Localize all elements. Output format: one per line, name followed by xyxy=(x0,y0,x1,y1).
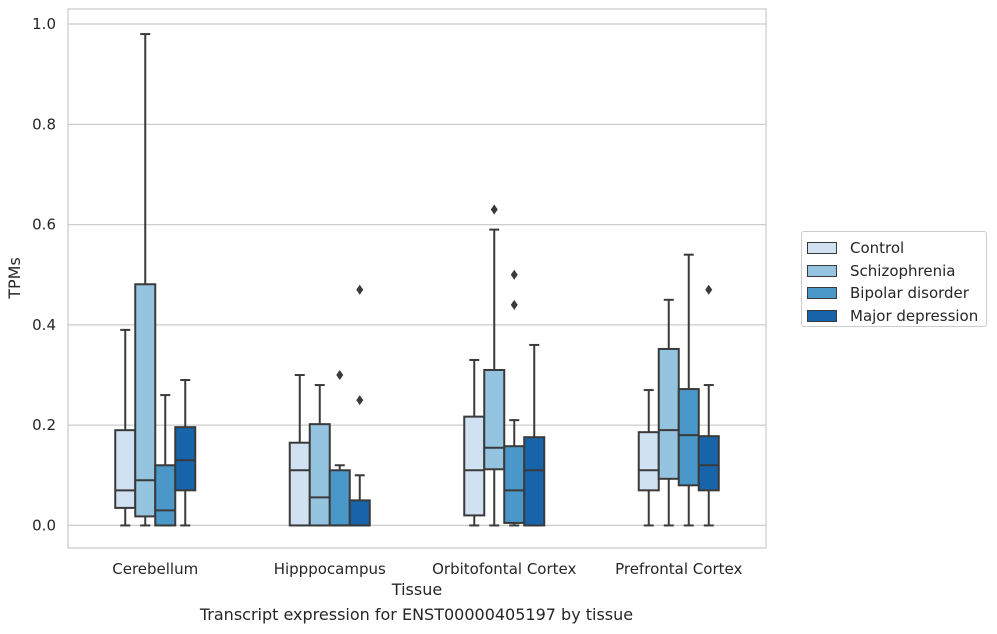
x-tick-label-prefrontal-cortex: Prefrontal Cortex xyxy=(615,560,742,578)
legend-item-control: Control xyxy=(807,237,986,260)
legend-swatch-major-depression xyxy=(807,309,837,322)
legend: Control Schizophrenia Bipolar disorder M… xyxy=(801,231,987,327)
box-control-cerebellum xyxy=(114,328,137,527)
iqr-box xyxy=(114,429,137,509)
y-axis-label: TPMs xyxy=(5,257,24,300)
y-tick-label: 0.4 xyxy=(32,316,56,334)
legend-swatch-control xyxy=(807,242,837,255)
y-tick-label: 0.6 xyxy=(32,216,56,234)
box-groups xyxy=(114,33,720,527)
outlier-point xyxy=(356,284,364,295)
iqr-box xyxy=(657,347,680,480)
y-tick-label: 1.0 xyxy=(32,15,56,33)
legend-label-control: Control xyxy=(850,239,905,258)
iqr-box xyxy=(523,436,546,527)
iqr-box xyxy=(154,464,177,527)
iqr-box xyxy=(134,283,157,518)
legend-item-major-depression: Major depression xyxy=(807,305,986,328)
box-bipolar-disorder-hipppocampus xyxy=(328,370,351,527)
legend-label-bipolar-disorder: Bipolar disorder xyxy=(850,284,969,303)
iqr-box xyxy=(697,435,720,492)
box-schizophrenia-prefrontal-cortex xyxy=(657,298,680,527)
outlier-point xyxy=(356,395,364,406)
box-major-depression-prefrontal-cortex xyxy=(697,284,720,527)
iqr-box xyxy=(677,388,700,487)
legend-item-bipolar-disorder: Bipolar disorder xyxy=(807,282,986,305)
legend-item-schizophrenia: Schizophrenia xyxy=(807,260,986,283)
legend-label-major-depression: Major depression xyxy=(850,306,979,325)
chart-caption: Transcript expression for ENST0000040519… xyxy=(199,605,634,624)
x-tick-labels: Cerebellum Hipppocampus Orbitofontal Corte… xyxy=(112,560,742,578)
box-schizophrenia-hipppocampus xyxy=(308,384,331,527)
iqr-box xyxy=(463,415,486,517)
iqr-box xyxy=(637,431,660,492)
y-tick-label: 0.0 xyxy=(32,516,56,534)
x-tick-label-cerebellum: Cerebellum xyxy=(112,560,198,578)
legend-swatch-schizophrenia xyxy=(807,264,837,277)
legend-label-schizophrenia: Schizophrenia xyxy=(850,261,956,280)
box-schizophrenia-orbitofontal-cortex xyxy=(483,204,506,527)
box-major-depression-cerebellum xyxy=(174,379,197,527)
outlier-point xyxy=(490,204,498,215)
box-bipolar-disorder-cerebellum xyxy=(154,394,177,527)
outlier-point xyxy=(336,370,344,381)
outlier-point xyxy=(510,269,518,280)
x-axis-label: Tissue xyxy=(391,580,442,599)
y-tick-labels: 0.0 0.2 0.4 0.6 0.8 1.0 xyxy=(32,15,56,534)
iqr-box xyxy=(328,469,351,527)
iqr-box xyxy=(503,445,526,524)
iqr-box xyxy=(174,426,197,492)
box-control-hipppocampus xyxy=(288,374,311,527)
outlier-point xyxy=(510,299,518,310)
iqr-box xyxy=(483,369,506,471)
plot-frame xyxy=(67,8,767,549)
box-schizophrenia-cerebellum xyxy=(134,33,157,527)
x-tick-label-orbitofontal-cortex: Orbitofontal Cortex xyxy=(432,560,576,578)
box-major-depression-orbitofontal-cortex xyxy=(523,343,546,527)
legend-swatch-bipolar-disorder xyxy=(807,287,837,300)
iqr-box xyxy=(308,423,331,527)
box-bipolar-disorder-orbitofontal-cortex xyxy=(503,269,526,527)
box-control-orbitofontal-cortex xyxy=(463,358,486,527)
iqr-box xyxy=(288,441,311,527)
x-tick-label-hipppocampus: Hipppocampus xyxy=(274,560,386,578)
box-major-depression-hipppocampus xyxy=(348,284,371,527)
y-tick-label: 0.2 xyxy=(32,416,56,434)
outlier-point xyxy=(705,284,713,295)
box-control-prefrontal-cortex xyxy=(637,389,660,527)
y-tick-label: 0.8 xyxy=(32,115,56,133)
iqr-box xyxy=(348,499,371,527)
box-bipolar-disorder-prefrontal-cortex xyxy=(677,253,700,527)
